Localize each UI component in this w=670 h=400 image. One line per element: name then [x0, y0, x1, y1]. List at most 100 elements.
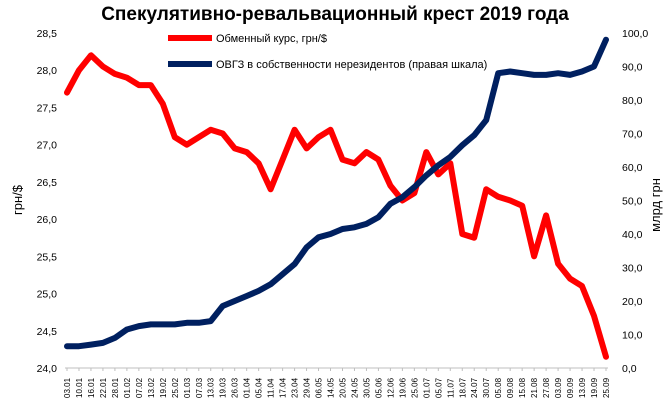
data-point-exchange-rate [196, 134, 202, 140]
y-tick-left: 28,0 [37, 65, 58, 77]
data-point-exchange-rate [387, 183, 393, 189]
data-point-exchange-rate [76, 67, 82, 73]
data-point-ovgz [184, 320, 190, 326]
data-point-ovgz [519, 70, 525, 76]
y-tick-left: 25,5 [37, 251, 58, 263]
data-point-exchange-rate [471, 235, 477, 241]
x-tick-label: 05.04 [255, 377, 264, 398]
data-point-ovgz [567, 72, 573, 78]
data-point-ovgz [244, 293, 250, 299]
x-tick-label: 24.07 [470, 377, 479, 398]
y-tick-right: 90,0 [622, 62, 643, 74]
x-tick-label: 20.05 [338, 377, 347, 398]
data-point-ovgz [543, 72, 549, 78]
data-point-ovgz [303, 244, 310, 250]
x-tick-label: 28.01 [111, 377, 120, 398]
data-point-exchange-rate [603, 354, 609, 360]
data-point-exchange-rate [315, 134, 322, 140]
data-point-exchange-rate [339, 156, 346, 163]
data-point-exchange-rate [495, 194, 501, 200]
y-tick-right: 100,0 [622, 28, 648, 40]
data-point-exchange-rate [459, 231, 465, 237]
data-point-exchange-rate [280, 156, 286, 163]
y-tick-right: 50,0 [622, 196, 643, 208]
data-point-exchange-rate [148, 82, 154, 88]
data-point-ovgz [459, 142, 465, 148]
y-axis-title-left: грн/$ [10, 184, 25, 215]
x-tick-label: 24.05 [350, 377, 359, 398]
data-point-ovgz [495, 70, 501, 76]
data-point-ovgz [136, 323, 142, 329]
x-tick-label: 01.04 [243, 377, 252, 398]
data-point-ovgz [603, 37, 609, 43]
legend: Обменный курс, грн/$ ОВГЗ в собственност… [168, 33, 487, 71]
data-point-ovgz [339, 226, 346, 232]
x-tick-label: 05.07 [434, 377, 443, 398]
x-tick-label: 05.06 [374, 377, 383, 398]
data-point-exchange-rate [88, 52, 94, 58]
x-tick-label: 13.02 [147, 377, 156, 398]
x-tick-label: 26.03 [231, 377, 240, 398]
data-point-exchange-rate [232, 145, 238, 151]
data-point-exchange-rate [172, 134, 178, 140]
data-point-exchange-rate [136, 82, 142, 88]
x-tick-label: 25.09 [602, 377, 611, 398]
data-point-ovgz [387, 201, 393, 207]
data-point-ovgz [172, 321, 178, 328]
x-tick-label: 29.04 [303, 377, 312, 398]
data-point-exchange-rate [375, 156, 382, 163]
data-point-exchange-rate [543, 212, 549, 218]
x-tick-label: 25.02 [171, 377, 180, 398]
data-point-ovgz [160, 321, 166, 328]
data-point-exchange-rate [363, 149, 370, 155]
data-point-exchange-rate [531, 253, 537, 259]
data-point-exchange-rate [268, 186, 274, 192]
x-tick-label: 07.03 [195, 377, 204, 398]
data-point-exchange-rate [507, 197, 513, 204]
data-point-ovgz [435, 162, 441, 168]
series-line-ovgz-nonresidents [64, 36, 609, 350]
data-point-exchange-rate [124, 75, 130, 81]
x-tick-label: 11.04 [267, 378, 276, 398]
x-ticks: 03.01 10.01 16.01 22.01 28.01 01.02 07.02 13.02… [63, 368, 611, 398]
data-point-ovgz [112, 335, 118, 341]
x-tick-label: 01.03 [183, 377, 192, 398]
data-point-exchange-rate [220, 130, 226, 137]
data-point-exchange-rate [160, 101, 166, 107]
x-tick-label: 09.08 [506, 377, 515, 398]
data-point-ovgz [256, 288, 262, 294]
y-tick-right: 30,0 [622, 263, 643, 275]
x-tick-label: 19.06 [398, 377, 407, 398]
x-tick-label: 25.06 [410, 377, 419, 398]
data-point-ovgz [327, 231, 334, 237]
data-point-ovgz [291, 261, 298, 267]
legend-label-ovgz: ОВГЗ в собственности нерезидентов (права… [216, 59, 487, 71]
x-tick-label: 14.05 [327, 377, 336, 398]
data-point-ovgz [208, 318, 214, 324]
data-point-exchange-rate [184, 142, 190, 148]
data-point-exchange-rate [64, 89, 70, 96]
data-point-ovgz [100, 340, 106, 346]
x-tick-label: 03.09 [554, 377, 563, 398]
x-tick-label: 23.04 [291, 377, 300, 398]
y-tick-right: 0,0 [622, 363, 637, 375]
data-point-ovgz [411, 184, 417, 190]
data-point-ovgz [280, 271, 286, 277]
data-point-exchange-rate [244, 149, 250, 155]
data-point-exchange-rate [303, 145, 310, 151]
data-point-ovgz [579, 68, 585, 75]
y-tick-right: 20,0 [622, 296, 643, 308]
y-tick-left: 24,0 [37, 363, 58, 375]
x-tick-label: 11.07 [446, 378, 455, 398]
x-tick-label: 22.01 [99, 377, 108, 398]
legend-label-rate: Обменный курс, грн/$ [216, 33, 327, 45]
data-point-ovgz [64, 343, 70, 349]
data-point-exchange-rate [591, 313, 597, 319]
x-tick-label: 09.09 [566, 377, 575, 398]
x-tick-label: 19.09 [590, 377, 599, 398]
data-point-ovgz [471, 132, 477, 138]
y-tick-left: 28,5 [37, 28, 58, 40]
x-tick-label: 05.08 [494, 377, 503, 398]
data-point-ovgz [315, 234, 322, 240]
